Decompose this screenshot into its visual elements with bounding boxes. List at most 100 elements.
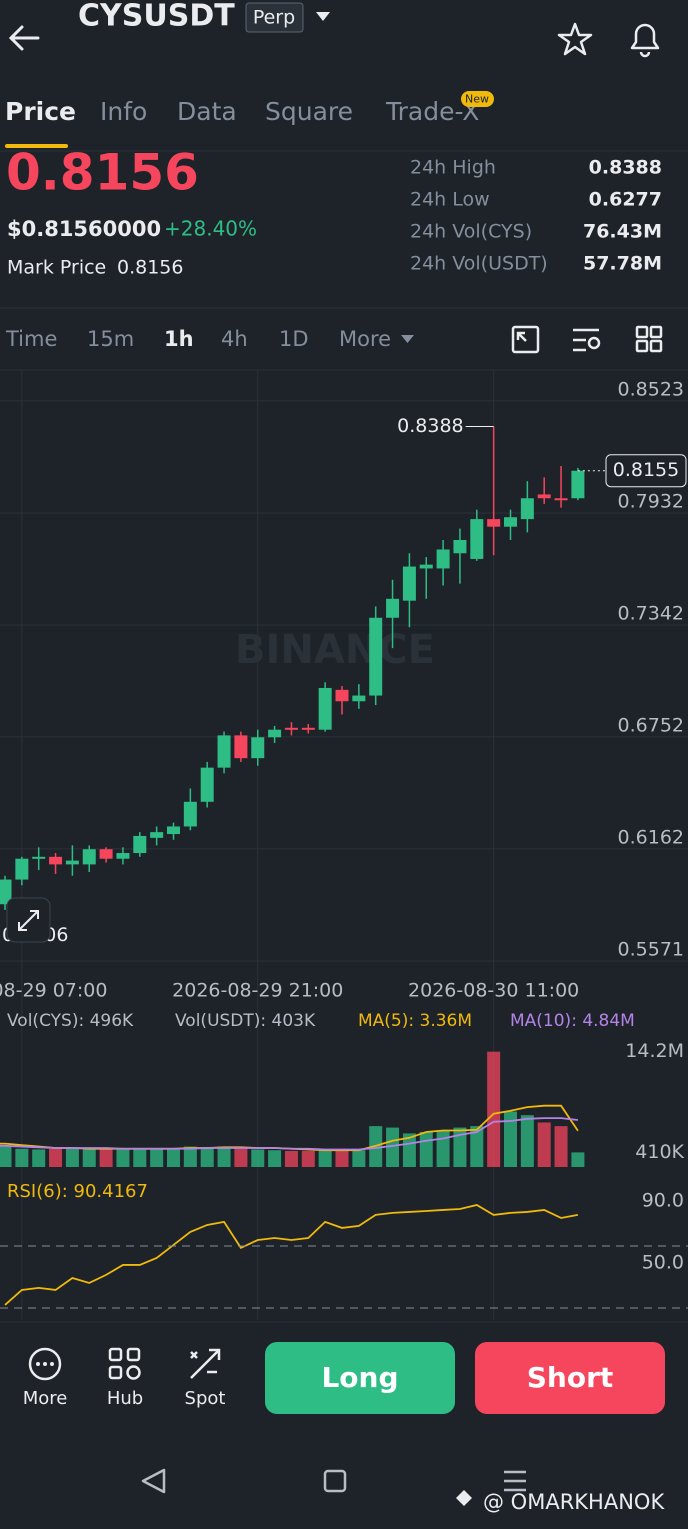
action-icons[interactable]: [28, 1347, 221, 1381]
volume-bar: [116, 1149, 130, 1167]
tab[interactable]: Info: [100, 97, 147, 126]
x-tick-label: 2026-08-29 07:00: [0, 980, 107, 1002]
interval[interactable]: Time: [5, 327, 57, 351]
candle-body: [15, 858, 29, 880]
rsi-legend: RSI(6): 90.4167: [7, 1181, 148, 1202]
tab[interactable]: Square: [265, 97, 353, 126]
volume-bar: [49, 1148, 63, 1167]
stat-label: 24h Vol(USDT): [410, 253, 548, 275]
action-label[interactable]: Spot: [185, 1388, 226, 1409]
high-label: 0.8388: [397, 415, 463, 437]
candle-body: [504, 517, 517, 527]
candle-body: [301, 727, 315, 730]
candle-body: [167, 826, 180, 835]
tab[interactable]: Data: [177, 97, 237, 126]
volume-bar: [453, 1127, 467, 1167]
candle-body: [32, 856, 46, 859]
candle-body: [537, 494, 551, 499]
volume-bar: [284, 1150, 298, 1167]
candle-body: [470, 519, 484, 559]
volume-bar: [133, 1148, 147, 1167]
candle-body: [183, 801, 197, 827]
volume-bar: [251, 1149, 265, 1167]
stat-label: 24h Low: [410, 189, 490, 211]
volume-bar: [0, 1146, 12, 1167]
stat-value: 76.43M: [583, 221, 662, 243]
tab[interactable]: Price: [5, 97, 76, 126]
more-caret: [401, 335, 414, 343]
mark-price: 0.8156: [117, 257, 183, 279]
y-tick-label: 0.6752: [618, 714, 684, 736]
perp-badge: Perp: [253, 7, 295, 29]
y-tick-label: 0.6162: [618, 826, 684, 848]
interval[interactable]: 4h: [221, 327, 248, 351]
volume-legend: MA(5): 3.36M: [358, 1011, 472, 1031]
back-button[interactable]: [8, 25, 40, 51]
rsi-line: [4, 1204, 579, 1306]
interval[interactable]: 1h: [164, 327, 194, 351]
volume-bar: [65, 1148, 79, 1167]
dot: [50, 1362, 54, 1366]
long-label[interactable]: Long: [321, 1361, 398, 1394]
candle-body: [268, 729, 282, 738]
watermark-icon: [456, 1490, 472, 1506]
ma-line: [0, 1117, 579, 1151]
long-button[interactable]: [265, 1342, 455, 1414]
nav-recent[interactable]: [504, 1470, 526, 1492]
volume-bar: [32, 1149, 46, 1167]
watermark-logo: BINANCE: [235, 627, 435, 673]
volume-bar: [200, 1147, 214, 1167]
symbol-caret[interactable]: [316, 12, 330, 21]
interval[interactable]: More: [339, 327, 391, 351]
dot: [36, 1362, 40, 1366]
watermark-text: @ OMARKHANOK: [483, 1490, 665, 1514]
y-tick-label: 0.7342: [618, 602, 684, 624]
interval[interactable]: 15m: [87, 327, 134, 351]
candle-body: [571, 470, 585, 499]
x-tick-label: 2026-08-29 21:00: [172, 980, 343, 1002]
chart-tools[interactable]: [511, 325, 663, 354]
volume-bar: [386, 1127, 400, 1167]
volume-bar: [419, 1131, 433, 1167]
volume-bar: [301, 1150, 315, 1167]
candle-body: [65, 860, 79, 865]
nav-home[interactable]: [323, 1469, 347, 1493]
alert-button[interactable]: [630, 23, 660, 58]
action-label[interactable]: More: [23, 1388, 68, 1409]
short-button[interactable]: [475, 1342, 665, 1414]
volume-bar: [318, 1149, 332, 1167]
symbol[interactable]: CYSUSDT: [78, 0, 235, 34]
candle-body: [82, 849, 96, 865]
volume-bar: [504, 1111, 517, 1167]
volume-bar: [183, 1146, 197, 1167]
price-change: +28.40%: [164, 217, 257, 241]
mark-price-label: Mark Price: [7, 257, 106, 279]
volume-bar: [470, 1126, 484, 1167]
candle-body: [251, 737, 265, 759]
candle-body: [99, 849, 113, 859]
nav-back[interactable]: [141, 1468, 166, 1494]
candle-body: [49, 856, 63, 865]
short-label[interactable]: Short: [527, 1361, 614, 1394]
new-badge: New: [465, 93, 489, 106]
volume-bar: [537, 1122, 551, 1167]
interval[interactable]: 1D: [279, 327, 309, 351]
volume-bar: [82, 1149, 96, 1167]
candle-body: [436, 549, 450, 569]
candle-body: [217, 735, 231, 768]
y-tick-label: 0.5571: [618, 938, 684, 960]
badge-box: [245, 2, 304, 33]
usd-price: $0.81560000: [7, 217, 161, 241]
volume-legend: Vol(USDT): 403K: [175, 1011, 316, 1031]
candle-body: [402, 566, 416, 601]
candle-body: [116, 853, 130, 859]
candle-body: [352, 695, 366, 702]
candle-body: [234, 735, 248, 759]
dot: [43, 1362, 47, 1366]
volume-bar: [520, 1115, 534, 1167]
candle-body: [453, 539, 467, 554]
last-price-box: [605, 454, 687, 488]
favorite-button[interactable]: [557, 22, 593, 56]
stat-value: 57.78M: [583, 253, 662, 275]
action-label[interactable]: Hub: [107, 1388, 143, 1409]
